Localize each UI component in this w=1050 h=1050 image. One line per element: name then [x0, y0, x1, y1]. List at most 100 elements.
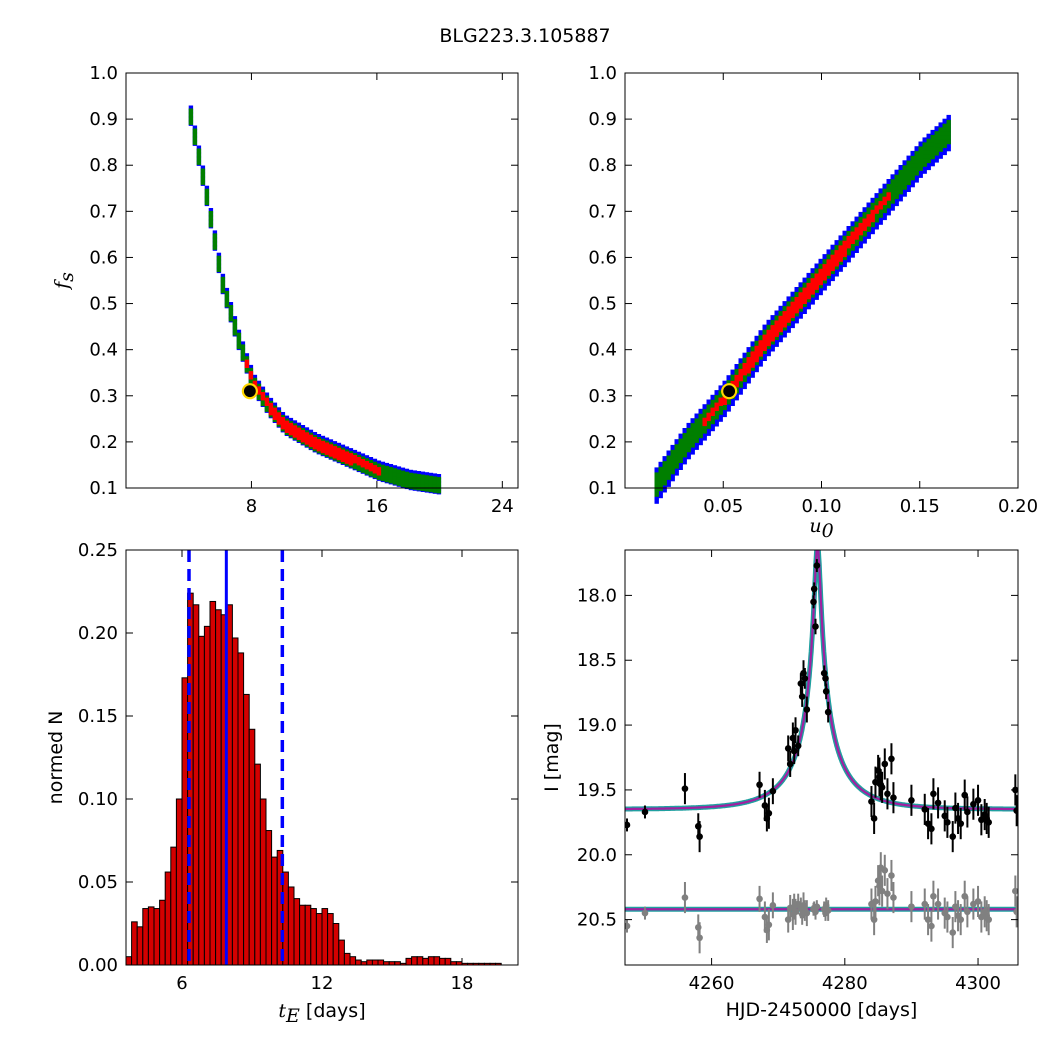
density-cell-level-3 — [770, 329, 775, 334]
density-cell-level-3 — [798, 296, 803, 301]
density-cell-level-3 — [300, 434, 306, 439]
density-cell-level-1 — [814, 263, 819, 268]
density-cell-level-2 — [658, 474, 663, 480]
density-cell-level-1 — [336, 442, 342, 448]
density-cell-level-2 — [746, 372, 751, 377]
density-cell-level-1 — [882, 183, 887, 189]
data-point — [870, 815, 878, 822]
density-cell-level-2 — [670, 465, 675, 471]
density-cell-level-1 — [718, 385, 723, 390]
density-cell-level-2 — [670, 453, 675, 459]
density-cell-level-1 — [810, 300, 815, 305]
density-cell-level-1 — [762, 356, 767, 361]
density-cell-level-3 — [714, 406, 719, 411]
data-point — [970, 800, 977, 808]
density-cell-level-1 — [212, 230, 218, 235]
residual-point — [1012, 887, 1018, 895]
density-cell-level-1 — [902, 160, 907, 165]
y-tick-label: 0.1 — [588, 478, 617, 499]
density-cell-level-3 — [818, 272, 823, 278]
density-cell-level-2 — [388, 467, 394, 472]
data-point — [924, 820, 932, 827]
histogram-bar — [338, 939, 345, 966]
density-cell-level-1 — [922, 169, 927, 174]
density-cell-level-2 — [798, 287, 803, 292]
density-cell-level-1 — [300, 425, 306, 430]
density-cell-level-1 — [874, 193, 879, 198]
density-cell-level-1 — [934, 126, 939, 131]
histogram-bar — [299, 904, 306, 966]
density-cell-level-1 — [256, 380, 262, 386]
density-cell-level-2 — [786, 301, 791, 306]
density-cell-level-2 — [682, 449, 687, 454]
density-cell-level-1 — [694, 441, 699, 446]
density-cell-level-2 — [878, 213, 883, 218]
density-cell-level-3 — [782, 319, 787, 324]
density-cell-level-1 — [670, 472, 675, 478]
density-cell-level-2 — [706, 408, 711, 413]
data-point — [921, 806, 929, 813]
y-tick-label: 0.20 — [78, 623, 118, 644]
density-cell-level-1 — [850, 221, 855, 226]
density-cell-level-1 — [838, 267, 843, 272]
density-cell-level-1 — [862, 207, 867, 212]
density-cell-level-3 — [750, 355, 755, 360]
density-cell-level-3 — [296, 431, 302, 436]
density-cell-level-2 — [934, 131, 939, 136]
density-cell-level-1 — [734, 392, 739, 397]
density-cell-level-1 — [662, 484, 667, 489]
density-cell-level-2 — [682, 445, 687, 450]
density-cell-level-2 — [762, 349, 767, 354]
density-cell-level-3 — [786, 318, 791, 323]
data-point — [625, 821, 631, 829]
density-cell-level-1 — [850, 253, 855, 258]
y-tick-label: 0.1 — [89, 478, 118, 499]
density-cell-level-3 — [778, 327, 783, 333]
density-cell-level-2 — [862, 212, 867, 217]
density-cell-level-2 — [694, 422, 699, 427]
density-cell-level-1 — [834, 240, 839, 245]
density-cell-level-1 — [706, 427, 711, 432]
histogram-bar — [315, 913, 323, 966]
density-cell-level-2 — [894, 174, 899, 180]
density-cell-level-2 — [890, 191, 895, 196]
density-cell-level-1 — [750, 369, 755, 374]
density-cell-level-2 — [682, 453, 687, 458]
density-cell-level-3 — [866, 214, 871, 219]
density-cell-level-2 — [814, 268, 819, 273]
density-cell-level-2 — [730, 378, 735, 383]
density-cell-level-1 — [758, 358, 763, 363]
density-cell-level-3 — [810, 286, 815, 291]
density-cell-level-2 — [392, 476, 398, 481]
y-tick-label: 0.3 — [89, 386, 118, 407]
plot-frame — [624, 549, 1019, 966]
density-cell-level-1 — [906, 187, 911, 192]
density-cell-level-2 — [686, 447, 691, 453]
density-cell-level-2 — [694, 426, 699, 431]
density-cell-level-1 — [878, 216, 883, 221]
residual-point — [681, 894, 689, 901]
density-cell-level-1 — [766, 319, 771, 325]
density-cell-level-2 — [934, 151, 939, 156]
density-cell-level-1 — [806, 300, 811, 306]
density-cell-level-2 — [890, 183, 895, 188]
y-tick-label: 0.10 — [78, 789, 118, 810]
density-cell-level-2 — [934, 139, 939, 144]
density-cell-level-1 — [686, 422, 691, 428]
density-cell-level-1 — [718, 417, 723, 422]
histogram-bar — [271, 856, 278, 966]
density-cell-level-3 — [870, 217, 875, 223]
histogram-bar — [332, 923, 340, 966]
density-cell-level-3 — [766, 329, 771, 335]
data-point — [928, 825, 935, 833]
density-cell-level-1 — [674, 467, 679, 472]
density-cell-level-2 — [188, 116, 194, 121]
density-cell-level-1 — [798, 314, 803, 319]
histogram-bar — [243, 693, 250, 966]
density-cell-level-3 — [244, 363, 250, 368]
density-cell-level-1 — [826, 249, 831, 254]
density-cell-level-2 — [918, 162, 923, 167]
density-cell-level-1 — [682, 428, 687, 433]
density-cell-level-2 — [758, 335, 763, 340]
density-cell-level-2 — [890, 179, 895, 184]
